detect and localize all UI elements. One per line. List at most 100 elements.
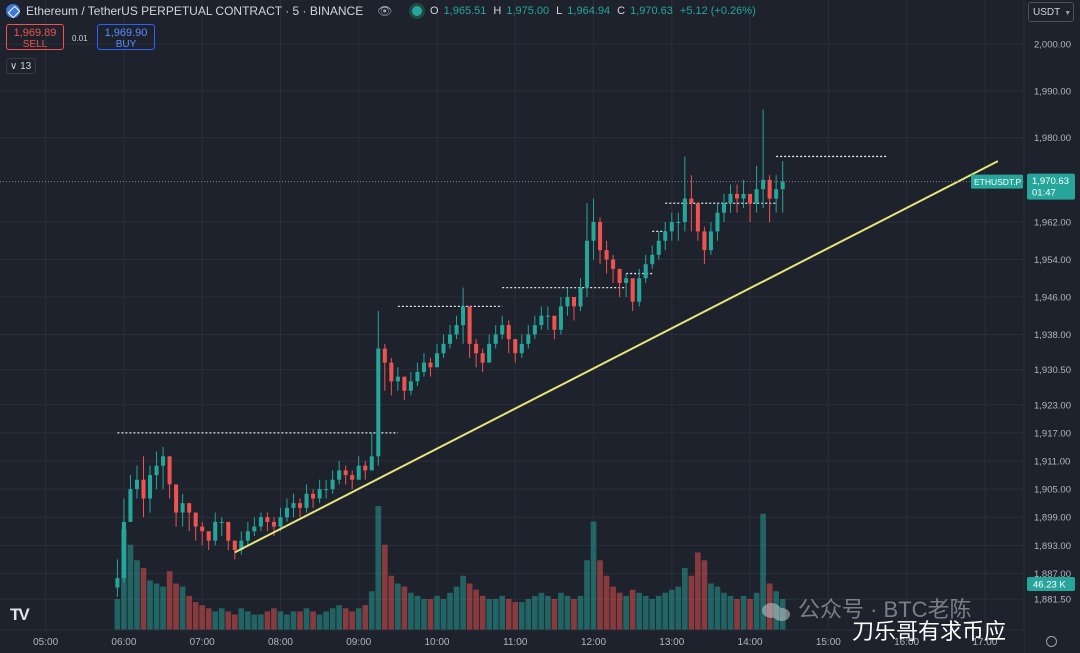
price-tick-label: 1,881.50 xyxy=(1034,595,1071,606)
sell-button[interactable]: 1,969.89 SELL xyxy=(6,24,64,50)
currency-select[interactable]: USDT ▼ xyxy=(1028,2,1074,22)
candle-body xyxy=(206,531,211,541)
price-tick-label: 1,930.50 xyxy=(1034,365,1071,376)
time-axis[interactable]: 05:00 06:00 07:00 08:00 09:00 10:00 11:00 12:00… xyxy=(0,629,1024,653)
candle-body xyxy=(271,521,276,527)
candle-body xyxy=(324,489,329,491)
volume-bar xyxy=(349,611,356,630)
volume-bar xyxy=(727,595,734,630)
price-tick-label: 1,893.00 xyxy=(1034,541,1071,552)
candle-body xyxy=(350,475,355,480)
ethereum-logo-icon xyxy=(6,4,20,18)
volume-bar xyxy=(414,595,421,630)
symbol-tag-bg xyxy=(971,174,1023,189)
buy-button[interactable]: 1,969.90 BUY xyxy=(97,24,155,50)
volume-bar xyxy=(538,592,545,630)
price-axis-bg xyxy=(1024,0,1080,653)
market-status-icon xyxy=(412,6,423,16)
wechat-icon xyxy=(762,599,792,623)
price-tick-label: 1,905.00 xyxy=(1034,485,1071,496)
volume-bar xyxy=(564,595,571,630)
candle-body xyxy=(721,203,726,213)
volume-bar xyxy=(447,592,453,630)
candle-body xyxy=(219,521,224,523)
trendline[interactable] xyxy=(234,160,999,554)
indicator-toggle[interactable]: ∨ 13 xyxy=(6,58,36,74)
volume-bar xyxy=(623,595,629,630)
candle-body xyxy=(304,493,309,508)
last-price-tag-bg xyxy=(1027,173,1075,200)
volume-bar xyxy=(147,580,153,630)
countdown-label: 01:47 xyxy=(1032,188,1056,199)
candle-body xyxy=(767,179,772,199)
volume-bar xyxy=(362,605,369,630)
candle-body xyxy=(774,189,779,199)
volume-bar xyxy=(258,614,264,630)
open-key: O xyxy=(430,5,439,17)
time-tick-label: 10:00 xyxy=(424,637,449,648)
candle-body xyxy=(298,503,303,508)
volume-bar xyxy=(479,595,486,630)
volume-bar xyxy=(649,599,656,630)
candle-body xyxy=(617,268,622,283)
volume-bar xyxy=(629,589,636,630)
volume-bar xyxy=(675,586,682,630)
volume-bar xyxy=(355,608,362,630)
volume-bar xyxy=(760,513,766,630)
candle-body xyxy=(734,193,740,199)
candle-body xyxy=(402,376,407,391)
candle-body xyxy=(682,198,687,223)
volume-bar xyxy=(218,608,225,630)
volume-bar xyxy=(231,614,238,630)
candle-body xyxy=(258,517,263,527)
volume-bar xyxy=(160,586,166,630)
volume-bar xyxy=(179,586,186,630)
candle-body xyxy=(226,521,231,541)
time-tick-label: 17:00 xyxy=(972,637,997,648)
time-tick-label: 08:00 xyxy=(268,637,293,648)
time-tick-label: 07:00 xyxy=(190,637,215,648)
volume-bar xyxy=(597,560,603,630)
candle-body xyxy=(389,362,394,382)
symbol-title[interactable]: Ethereum / TetherUS PERPETUAL CONTRACT ·… xyxy=(26,4,364,18)
candle-body xyxy=(591,222,596,241)
volume-bar xyxy=(473,589,479,630)
candle-body xyxy=(134,479,139,490)
candle-body xyxy=(448,334,453,344)
open-value: 1,965.51 xyxy=(443,5,487,17)
volume-bar xyxy=(708,583,714,630)
volume-bar xyxy=(127,544,134,630)
time-tick-label: 05:00 xyxy=(33,637,58,648)
time-tick-label: 15:00 xyxy=(816,637,841,648)
high-value: 1,975.00 xyxy=(506,5,550,17)
volume-bar xyxy=(401,586,408,630)
volume-bar xyxy=(492,599,499,630)
volume-bar xyxy=(388,575,395,630)
time-tick-label: 14:00 xyxy=(738,637,763,648)
candle-body xyxy=(284,507,290,518)
candle-body xyxy=(578,287,583,307)
candle-body xyxy=(141,479,146,499)
volume-bar xyxy=(440,599,447,630)
eye-icon[interactable]: 👁 xyxy=(377,4,393,18)
volume-bar xyxy=(277,611,284,630)
candle-body xyxy=(193,512,198,527)
price-axis[interactable]: 2,000.00 1,990.00 1,980.00 1,962.00 1,954.00… xyxy=(971,0,1080,653)
volume-bar xyxy=(525,599,532,630)
volume-bar xyxy=(505,599,512,630)
volume-bar xyxy=(434,595,440,630)
volume-bar xyxy=(199,605,206,630)
volume-bar xyxy=(238,608,245,630)
symbol-tag: ETHUSDT.P xyxy=(974,177,1022,187)
candle-body xyxy=(506,325,511,340)
candle-body xyxy=(128,489,133,522)
time-tick-label: 13:00 xyxy=(659,637,684,648)
settings-icon[interactable] xyxy=(1046,636,1057,647)
candle-body xyxy=(630,278,635,302)
candle-body xyxy=(695,203,700,232)
candle-body xyxy=(454,325,459,335)
candle-body xyxy=(154,465,159,476)
ohlc-readout: O 1,965.51 H 1,975.00 L 1,964.94 C 1,970.63 … xyxy=(430,5,758,17)
candle-body xyxy=(611,259,616,269)
